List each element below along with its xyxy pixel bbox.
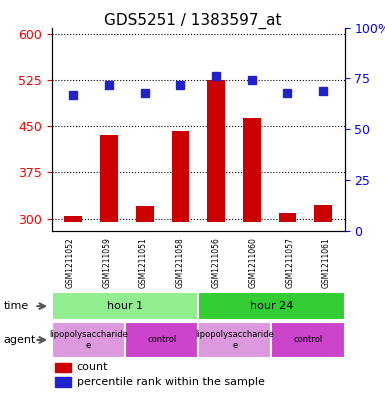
- Bar: [243, 118, 261, 222]
- Text: lipopolysaccharide
e: lipopolysaccharide e: [196, 330, 274, 350]
- Bar: [279, 213, 296, 222]
- Text: GSM1211051: GSM1211051: [139, 238, 148, 288]
- Bar: [100, 136, 118, 222]
- Bar: [64, 216, 82, 222]
- Text: count: count: [77, 362, 108, 372]
- Bar: [198, 322, 271, 358]
- Bar: [52, 292, 198, 320]
- Bar: [55, 362, 71, 372]
- Text: percentile rank within the sample: percentile rank within the sample: [77, 377, 265, 387]
- Text: GDS5251 / 1383597_at: GDS5251 / 1383597_at: [104, 13, 281, 29]
- Text: control: control: [293, 336, 323, 344]
- Text: hour 1: hour 1: [107, 301, 143, 311]
- Text: control: control: [147, 336, 176, 344]
- Text: GSM1211061: GSM1211061: [322, 238, 331, 288]
- Text: GSM1211057: GSM1211057: [285, 238, 294, 288]
- Bar: [198, 292, 345, 320]
- Bar: [55, 377, 71, 387]
- Text: GSM1211056: GSM1211056: [212, 238, 221, 288]
- Text: GSM1211059: GSM1211059: [102, 238, 111, 288]
- Bar: [125, 322, 198, 358]
- Text: GSM1211052: GSM1211052: [66, 238, 75, 288]
- Text: GSM1211058: GSM1211058: [176, 238, 184, 288]
- Text: time: time: [4, 301, 29, 311]
- Text: GSM1211060: GSM1211060: [249, 238, 258, 288]
- Bar: [52, 322, 125, 358]
- Text: lipopolysaccharide
e: lipopolysaccharide e: [49, 330, 128, 350]
- Text: hour 24: hour 24: [250, 301, 293, 311]
- Bar: [171, 130, 189, 222]
- Text: agent: agent: [4, 335, 36, 345]
- Bar: [271, 322, 345, 358]
- Bar: [136, 206, 154, 222]
- Bar: [314, 205, 332, 222]
- Bar: [207, 80, 225, 222]
